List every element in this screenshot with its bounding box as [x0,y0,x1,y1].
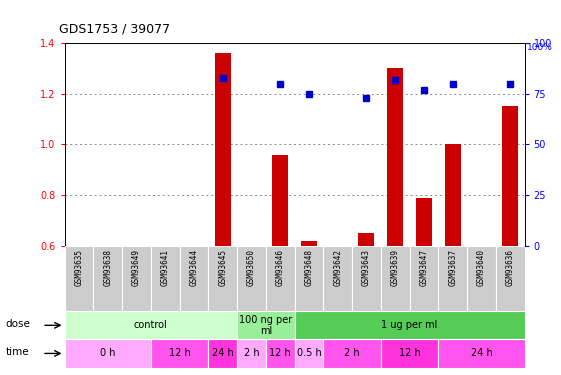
Bar [151,246,180,311]
Text: GSM93640: GSM93640 [477,249,486,286]
Bar [295,246,323,311]
Text: GSM93636: GSM93636 [505,249,514,286]
Bar [295,311,525,339]
Text: GSM93649: GSM93649 [132,249,141,286]
Text: GSM93650: GSM93650 [247,249,256,286]
Text: 2 h: 2 h [243,348,259,358]
Bar [208,339,237,368]
Bar [323,339,381,368]
Bar [358,233,374,246]
Text: 2 h: 2 h [344,348,360,358]
Bar [237,311,295,339]
Text: 12 h: 12 h [399,348,420,358]
Bar [410,246,438,311]
Bar [295,339,323,368]
Bar [387,68,403,246]
Text: 12 h: 12 h [169,348,190,358]
Text: 1 ug per ml: 1 ug per ml [381,320,438,330]
Text: time: time [6,347,29,357]
Text: GDS1753 / 39077: GDS1753 / 39077 [59,22,170,36]
Text: 100%: 100% [527,43,553,52]
Bar [438,246,467,311]
Bar [445,144,461,246]
Bar [65,339,151,368]
Bar [65,246,93,311]
Bar [272,154,288,246]
Text: control: control [134,320,168,330]
Bar [237,339,266,368]
Text: GSM93642: GSM93642 [333,249,342,286]
Text: GSM93647: GSM93647 [420,249,429,286]
Bar [151,339,208,368]
Bar [208,246,237,311]
Bar [381,246,410,311]
Bar [301,241,317,246]
Text: GSM93645: GSM93645 [218,249,227,286]
Text: 0 h: 0 h [100,348,116,358]
Text: 24 h: 24 h [471,348,493,358]
Bar [93,246,122,311]
Text: 100 ng per
ml: 100 ng per ml [239,315,292,336]
Bar [438,339,525,368]
Bar [122,246,151,311]
Text: GSM93644: GSM93644 [190,249,199,286]
Bar [381,339,438,368]
Bar [266,246,295,311]
Bar [323,246,352,311]
Text: 0.5 h: 0.5 h [297,348,321,358]
Text: 12 h: 12 h [269,348,291,358]
Bar [237,246,266,311]
Bar [352,246,381,311]
Text: GSM93639: GSM93639 [390,249,399,286]
Text: 24 h: 24 h [211,348,233,358]
Text: GSM93637: GSM93637 [448,249,457,286]
Text: GSM93635: GSM93635 [75,249,84,286]
Text: GSM93641: GSM93641 [160,249,169,286]
Bar [416,198,432,246]
Text: GSM93643: GSM93643 [362,249,371,286]
Bar [502,106,518,246]
Bar [65,311,237,339]
Text: GSM93646: GSM93646 [275,249,284,286]
Bar [496,246,525,311]
Text: GSM93648: GSM93648 [305,249,314,286]
Bar [266,339,295,368]
Bar [215,53,231,246]
Bar [180,246,208,311]
Bar [467,246,496,311]
Text: GSM93638: GSM93638 [103,249,112,286]
Text: dose: dose [6,319,30,329]
